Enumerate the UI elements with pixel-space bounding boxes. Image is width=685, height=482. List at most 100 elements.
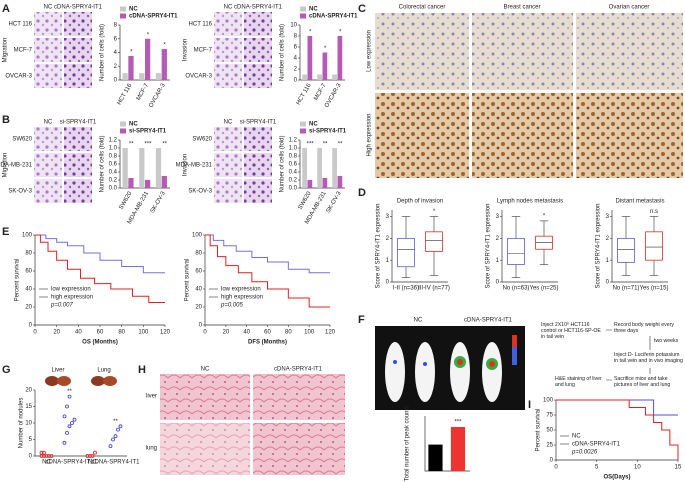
- microscopy-image: [244, 127, 272, 151]
- chart-title: Depth of invasion: [397, 199, 443, 205]
- y-tick-label: 0: [29, 454, 33, 460]
- p-value: p=0.007: [50, 303, 74, 309]
- legend-label: low expression: [221, 287, 261, 293]
- microscopy-image: [34, 12, 62, 36]
- point: [47, 454, 51, 458]
- significance: *: [147, 32, 150, 38]
- color-scale: [512, 335, 517, 347]
- y-tick-label: 0: [199, 323, 203, 329]
- x-tick-label: SK-OV-3: [326, 190, 343, 214]
- survival-curve: [205, 234, 330, 308]
- point: [65, 430, 69, 435]
- y-tick-label: 20: [195, 305, 202, 311]
- y-axis-label: Score of SPRY4-IT1 expression: [376, 204, 382, 289]
- legend-label: low expression: [51, 287, 91, 293]
- bar: [139, 73, 145, 80]
- panel-letter: E: [2, 226, 9, 238]
- bar: [128, 55, 134, 80]
- point: [118, 424, 123, 429]
- p-value: p=0.0026: [571, 450, 598, 456]
- schematic-step: Sacrifice mice and take pictures of live…: [614, 376, 671, 388]
- column-label: Ovarian cancer: [609, 5, 650, 11]
- ihc-image: [375, 93, 469, 178]
- significance: **: [67, 389, 72, 395]
- y-tick-label: 5: [29, 437, 33, 443]
- panel-letter: A: [2, 3, 10, 15]
- column-label: cDNA-SPRY4-IT1: [54, 5, 103, 11]
- x-tick-label: 5: [595, 465, 599, 471]
- y-tick-label: 20: [25, 305, 32, 311]
- point: [113, 434, 118, 439]
- x-tick-label: I-II (n=36): [393, 286, 419, 292]
- point: [65, 404, 69, 409]
- y-tick-label: 10: [290, 23, 297, 29]
- y-axis-label: Number of cells (fold): [280, 24, 286, 81]
- bar: [332, 148, 337, 188]
- bar: [307, 180, 313, 188]
- y-tick-label: 15: [25, 404, 32, 410]
- significance: **: [162, 142, 167, 148]
- signal: [423, 362, 427, 366]
- y-tick-label: 0: [606, 280, 610, 286]
- y-tick-label: 4: [114, 50, 118, 56]
- bar: [145, 180, 151, 188]
- box: [425, 231, 443, 252]
- x-tick-label: 60: [264, 330, 271, 336]
- y-tick-label: 60: [195, 269, 202, 275]
- survival-curve: [205, 234, 330, 274]
- x-tick-label: 60: [97, 330, 104, 336]
- schematic-step: two weeks: [654, 338, 679, 344]
- y-tick-label: 4: [294, 56, 298, 62]
- assay-label: Migration: [3, 38, 9, 63]
- y-tick-label: 80: [195, 251, 202, 257]
- x-tick-label: 40: [75, 330, 82, 336]
- row-label: SW620: [12, 137, 32, 143]
- y-tick-label: 1.2: [109, 138, 118, 144]
- axis: [204, 235, 330, 326]
- y-tick-label: 2: [114, 64, 118, 70]
- x-tick-label: 15: [675, 465, 682, 471]
- panel-letter: C: [358, 3, 366, 15]
- microscopy-image: [244, 153, 272, 177]
- microscopy-image: [244, 179, 272, 203]
- y-axis-label: Score of SPRY4-IT1 expression: [486, 204, 492, 289]
- microscopy-image: [214, 12, 242, 36]
- panel-letter: B: [2, 114, 10, 126]
- bar: [332, 74, 337, 80]
- group-label: Lung: [97, 368, 110, 374]
- mouse: [450, 342, 470, 402]
- row-label: MCF-7: [194, 48, 213, 54]
- point: [44, 454, 49, 458]
- x-axis-label: DFS (Months): [248, 340, 287, 346]
- bar: [145, 38, 151, 80]
- x-tick-label: 20: [53, 330, 60, 336]
- column-label: NC: [224, 5, 233, 11]
- x-tick-label: cDNA-SPRY4-IT1: [92, 460, 141, 466]
- column-label: NC: [201, 367, 210, 373]
- y-axis-label: Number of cells (fold): [100, 135, 106, 192]
- schematic-step: Record body weight every three days: [614, 322, 674, 334]
- legend-label: cDNA-SPRY4-IT1: [572, 442, 621, 448]
- microscopy-image: [244, 38, 272, 62]
- y-tick-label: 100: [543, 398, 554, 404]
- y-tick-label: 0.2: [109, 178, 118, 184]
- microscopy-image: [64, 153, 92, 177]
- point: [70, 421, 74, 425]
- ihc-image: [375, 13, 469, 90]
- x-tick-label: No (n=63): [503, 286, 530, 292]
- row-label: SK-OV-3: [188, 189, 212, 195]
- legend-label: cDNA-SPRY4-IT1: [309, 14, 358, 20]
- y-axis-label: Number of nodules: [19, 398, 25, 449]
- panel-letter: I: [528, 399, 531, 411]
- box: [397, 237, 415, 268]
- x-tick-label: 10: [634, 465, 641, 471]
- y-tick-label: 1: [496, 258, 500, 264]
- microscopy-image: [64, 127, 92, 151]
- significance: **: [113, 419, 118, 425]
- y-tick-label: 6: [114, 36, 118, 42]
- assay-label: Invasion: [183, 154, 189, 176]
- point: [62, 414, 67, 419]
- bar: [139, 148, 145, 188]
- y-tick-label: 1: [386, 258, 390, 264]
